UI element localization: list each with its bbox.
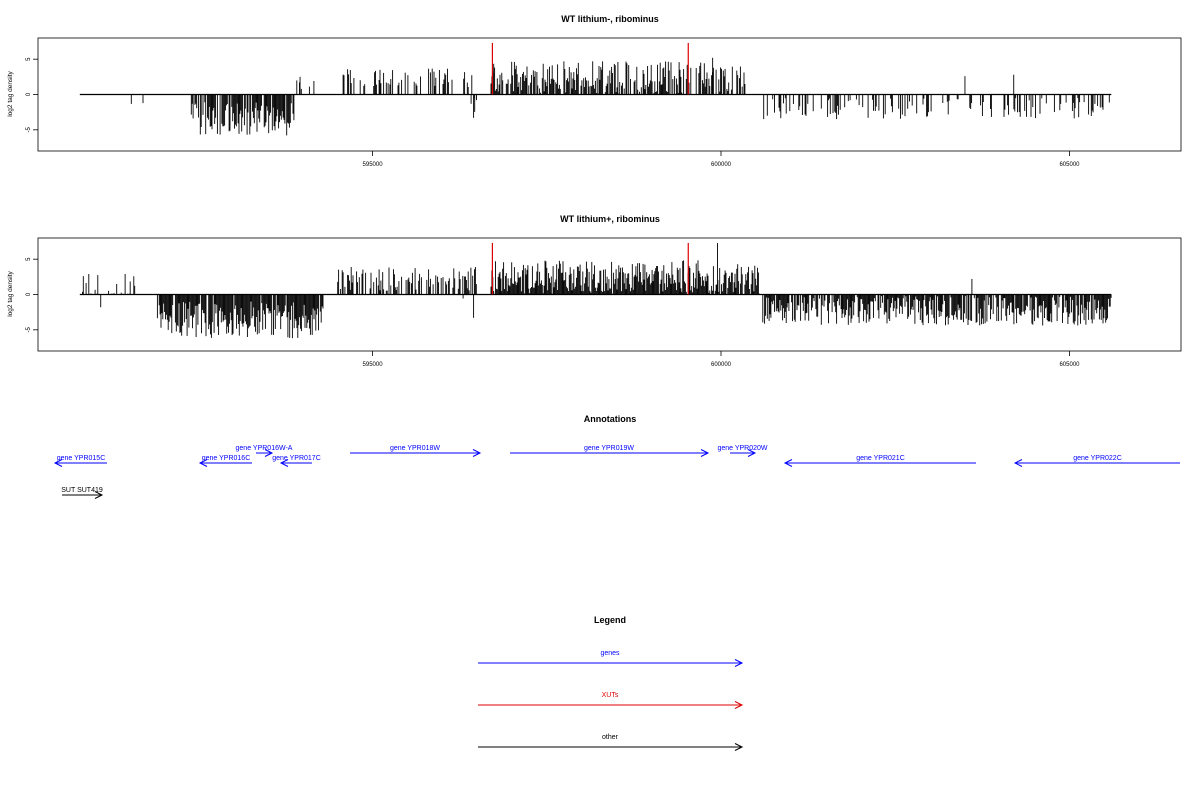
gene-label: gene YPR020W xyxy=(717,445,767,452)
gene-label: gene YPR018W xyxy=(390,445,440,452)
y-tick-label: 5 xyxy=(26,57,32,61)
legend-arrow xyxy=(478,701,744,709)
gene-label: gene YPR016C xyxy=(202,455,251,462)
x-tick-label: 595000 xyxy=(363,162,384,168)
axes: 595000 600000 605000 5 0 -5 xyxy=(26,257,1080,368)
panel-lithium-plus: WT lithium+, ribominus log2 tag density … xyxy=(7,214,1182,368)
gene-arrow xyxy=(279,459,312,467)
legend-item-label: XUTs xyxy=(602,692,619,699)
y-tick-label: 0 xyxy=(26,292,32,296)
gene-label: gene YPR022C xyxy=(1073,455,1122,462)
x-tick-label: 600000 xyxy=(711,162,732,168)
other-feature-label: SUT SUT419 xyxy=(61,487,103,494)
legend: Legend genes XUTs other xyxy=(478,615,744,751)
legend-arrow xyxy=(478,743,744,751)
tag-density-bars xyxy=(79,42,1112,136)
gene-arrow xyxy=(783,459,976,467)
axes: 595000 600000 605000 5 0 -5 xyxy=(26,57,1080,168)
other-feature-arrow xyxy=(62,491,104,499)
legend-item-label: genes xyxy=(600,650,620,657)
panel-title: WT lithium+, ribominus xyxy=(560,214,660,224)
gene-arrow xyxy=(350,449,482,457)
gene-label: gene YPR015C xyxy=(57,455,106,462)
x-tick-label: 595000 xyxy=(363,362,384,368)
gene-arrow xyxy=(256,449,274,457)
gene-arrow xyxy=(730,449,757,457)
y-tick-label: 5 xyxy=(26,257,32,261)
x-tick-label: 605000 xyxy=(1059,362,1080,368)
y-axis-label: log2 tag density xyxy=(7,270,14,316)
gene-label: gene YPR019W xyxy=(584,445,634,452)
y-tick-label: -5 xyxy=(26,326,32,332)
legend-arrow xyxy=(478,659,744,667)
gene-arrow xyxy=(1013,459,1180,467)
y-tick-label: 0 xyxy=(26,92,32,96)
x-tick-label: 605000 xyxy=(1059,162,1080,168)
y-tick-label: -5 xyxy=(26,126,32,132)
panel-title: WT lithium-, ribominus xyxy=(561,14,659,24)
x-tick-label: 600000 xyxy=(711,362,732,368)
gene-arrow xyxy=(198,459,252,467)
gene-arrow xyxy=(53,459,107,467)
y-axis-label: log2 tag density xyxy=(7,70,14,116)
panel-lithium-minus: WT lithium-, ribominus log2 tag density … xyxy=(7,14,1182,168)
gene-arrow xyxy=(510,449,710,457)
legend-item-label: other xyxy=(602,734,619,741)
gene-label: gene YPR017C xyxy=(272,455,321,462)
gene-label: gene YPR021C xyxy=(856,455,905,462)
tag-density-bars xyxy=(79,242,1112,339)
legend-title: Legend xyxy=(594,615,626,625)
gene-label: gene YPR016W-A xyxy=(236,445,293,452)
annotations-track: Annotations gene YPR015C gene YPR016C gene… xyxy=(53,414,1180,499)
annotations-title: Annotations xyxy=(584,414,637,424)
